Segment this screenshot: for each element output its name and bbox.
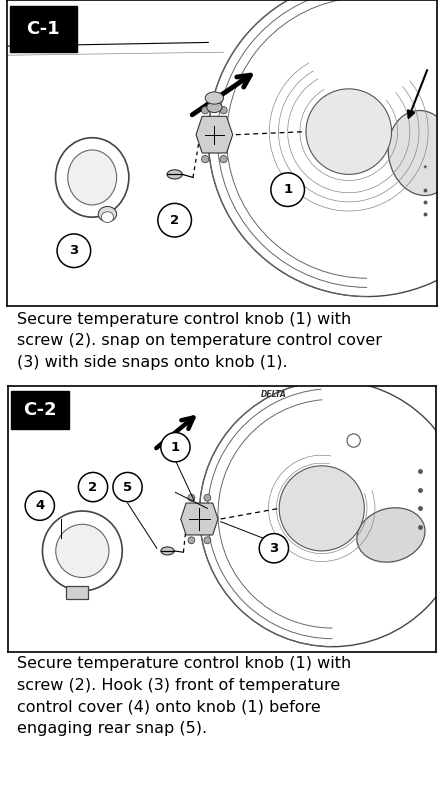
Circle shape — [188, 537, 195, 544]
Circle shape — [309, 495, 335, 522]
Circle shape — [57, 234, 91, 267]
Circle shape — [301, 487, 343, 530]
Ellipse shape — [101, 212, 114, 222]
Text: Secure temperature control knob (1) with
screw (2). snap on temperature control : Secure temperature control knob (1) with… — [17, 312, 382, 370]
Circle shape — [337, 119, 361, 144]
Text: 3: 3 — [269, 542, 278, 554]
Circle shape — [259, 534, 289, 563]
Text: 3: 3 — [69, 244, 79, 258]
FancyBboxPatch shape — [10, 6, 77, 52]
Circle shape — [202, 155, 209, 162]
Circle shape — [204, 537, 211, 544]
Ellipse shape — [357, 508, 425, 562]
Text: ✦: ✦ — [423, 164, 428, 170]
Text: Secure temperature control knob (1) with
screw (2). Hook (3) front of temperatur: Secure temperature control knob (1) with… — [17, 657, 352, 736]
Text: C-1: C-1 — [27, 20, 60, 38]
Circle shape — [317, 99, 381, 164]
Circle shape — [25, 491, 55, 520]
Ellipse shape — [56, 138, 129, 217]
Ellipse shape — [388, 110, 444, 195]
Circle shape — [220, 155, 227, 162]
Ellipse shape — [56, 524, 109, 578]
Circle shape — [78, 473, 107, 502]
Circle shape — [113, 473, 142, 502]
Ellipse shape — [98, 206, 117, 222]
Circle shape — [204, 494, 211, 501]
Circle shape — [343, 126, 355, 138]
Ellipse shape — [167, 170, 182, 179]
Text: 2: 2 — [170, 214, 179, 226]
Ellipse shape — [205, 92, 223, 104]
Ellipse shape — [207, 102, 222, 113]
Circle shape — [306, 89, 392, 174]
FancyBboxPatch shape — [11, 391, 69, 429]
Polygon shape — [181, 503, 218, 535]
Circle shape — [188, 494, 195, 501]
Text: 5: 5 — [123, 481, 132, 494]
Circle shape — [279, 466, 365, 551]
Circle shape — [271, 173, 305, 206]
Circle shape — [315, 502, 329, 515]
Polygon shape — [196, 116, 233, 153]
Text: 4: 4 — [35, 499, 44, 512]
Circle shape — [220, 106, 227, 114]
Text: 2: 2 — [88, 481, 98, 494]
Ellipse shape — [68, 150, 117, 205]
Text: C-2: C-2 — [23, 401, 56, 419]
Ellipse shape — [161, 547, 174, 555]
Circle shape — [347, 434, 361, 447]
Ellipse shape — [43, 511, 122, 591]
Circle shape — [202, 106, 209, 114]
Circle shape — [327, 110, 370, 153]
Circle shape — [208, 0, 444, 297]
Circle shape — [158, 203, 191, 237]
Text: DELTA: DELTA — [261, 390, 287, 398]
Circle shape — [290, 477, 354, 540]
Text: 1: 1 — [283, 183, 292, 196]
Text: 1: 1 — [171, 441, 180, 454]
Circle shape — [199, 381, 444, 646]
Circle shape — [161, 433, 190, 462]
Polygon shape — [67, 586, 87, 598]
